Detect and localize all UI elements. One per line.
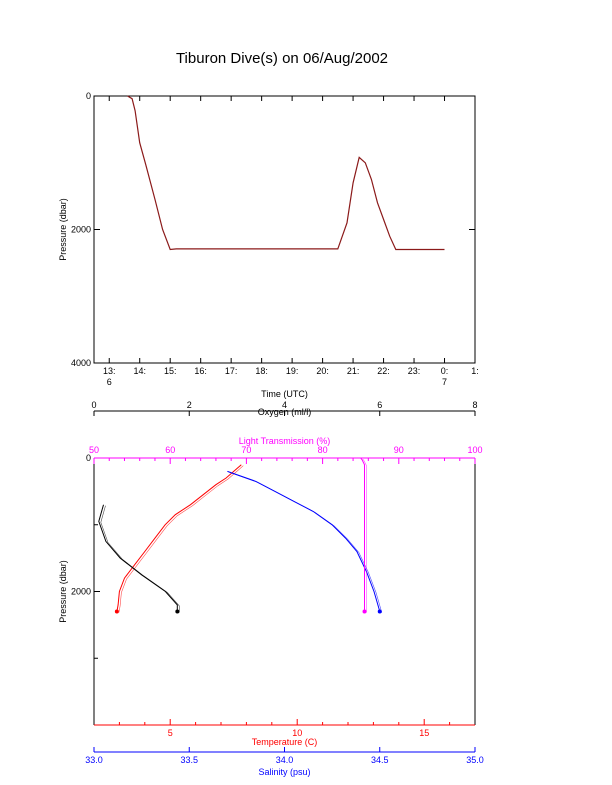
x-tick-label: 15: xyxy=(164,366,177,376)
salinity-tick-label: 34.5 xyxy=(371,755,389,765)
light_transmission-profile-end-point xyxy=(362,609,367,614)
light-transmission-tick-label: 80 xyxy=(318,445,328,455)
salinity-tick-label: 35.0 xyxy=(466,755,484,765)
temperature-tick-label: 5 xyxy=(168,728,173,738)
oxygen-tick-label: 4 xyxy=(282,400,287,410)
light-transmission-axis-label: Light Transmission (%) xyxy=(239,436,331,446)
salinity-profile-line xyxy=(227,470,381,612)
oxygen-profile-line xyxy=(98,504,178,612)
temperature-axis-label: Temperature (C) xyxy=(252,737,318,747)
x-tick-label: 20: xyxy=(316,366,329,376)
top-plot-frame xyxy=(93,95,476,364)
salinity-profile-line xyxy=(229,472,383,613)
x-tick-label: 0: xyxy=(441,366,449,376)
light-transmission-tick-label: 100 xyxy=(467,445,482,455)
y-tick-label: 2000 xyxy=(71,587,91,597)
light-transmission-tick-label: 50 xyxy=(89,445,99,455)
x-tick-label: 16: xyxy=(194,366,207,376)
temperature-tick-label: 15 xyxy=(419,728,429,738)
light-transmission-tick-label: 90 xyxy=(394,445,404,455)
x-tick-label: 22: xyxy=(377,366,390,376)
oxygen-tick-label: 8 xyxy=(472,400,477,410)
x-tick-sublabel: 6 xyxy=(107,377,112,387)
salinity-tick-label: 33.0 xyxy=(85,755,103,765)
salinity-tick-label: 33.5 xyxy=(180,755,198,765)
temperature-profile-line xyxy=(118,465,244,613)
temperature-tick-label: 10 xyxy=(292,728,302,738)
x-tick-label: 18: xyxy=(255,366,268,376)
y-tick-label: 2000 xyxy=(71,225,91,235)
oxygen-tick-label: 0 xyxy=(91,400,96,410)
y-tick-label: 0 xyxy=(86,91,91,101)
x-tick-label: 23: xyxy=(408,366,421,376)
chart-title: Tiburon Dive(s) on 06/Aug/2002 xyxy=(175,50,389,67)
oxygen-axis-label: Oxygen (ml/l) xyxy=(258,407,312,417)
temperature-profile-line xyxy=(116,464,242,612)
x-tick-label: 17: xyxy=(225,366,238,376)
x-axis-label: Time (UTC) xyxy=(261,389,308,399)
oxygen-profile-end-point xyxy=(175,609,180,614)
x-tick-label: 14: xyxy=(133,366,146,376)
x-tick-sublabel: 7 xyxy=(442,377,447,387)
y-tick-label: 0 xyxy=(86,453,91,463)
y-tick-label: 4000 xyxy=(71,358,91,368)
x-tick-label: 13: xyxy=(103,366,116,376)
light-transmission-tick-label: 60 xyxy=(165,445,175,455)
x-tick-label: 1: xyxy=(471,366,479,376)
x-tick-label: 21: xyxy=(347,366,360,376)
oxygen-tick-label: 6 xyxy=(377,400,382,410)
salinity-tick-label: 34.0 xyxy=(276,755,294,765)
oxygen-profile-line xyxy=(100,505,180,613)
pressure-trace-line xyxy=(127,95,445,251)
light_transmission-profile-line xyxy=(360,457,365,612)
y-axis-label: Pressure (dbar) xyxy=(58,198,68,261)
light-transmission-tick-label: 70 xyxy=(241,445,251,455)
salinity-profile-end-point xyxy=(377,609,382,614)
temperature-profile-end-point xyxy=(114,609,119,614)
light_transmission-profile-line xyxy=(362,458,367,613)
oxygen-tick-label: 2 xyxy=(187,400,192,410)
salinity-axis-label: Salinity (psu) xyxy=(258,767,310,777)
y-axis-label: Pressure (dbar) xyxy=(58,560,68,623)
x-tick-label: 19: xyxy=(286,366,299,376)
